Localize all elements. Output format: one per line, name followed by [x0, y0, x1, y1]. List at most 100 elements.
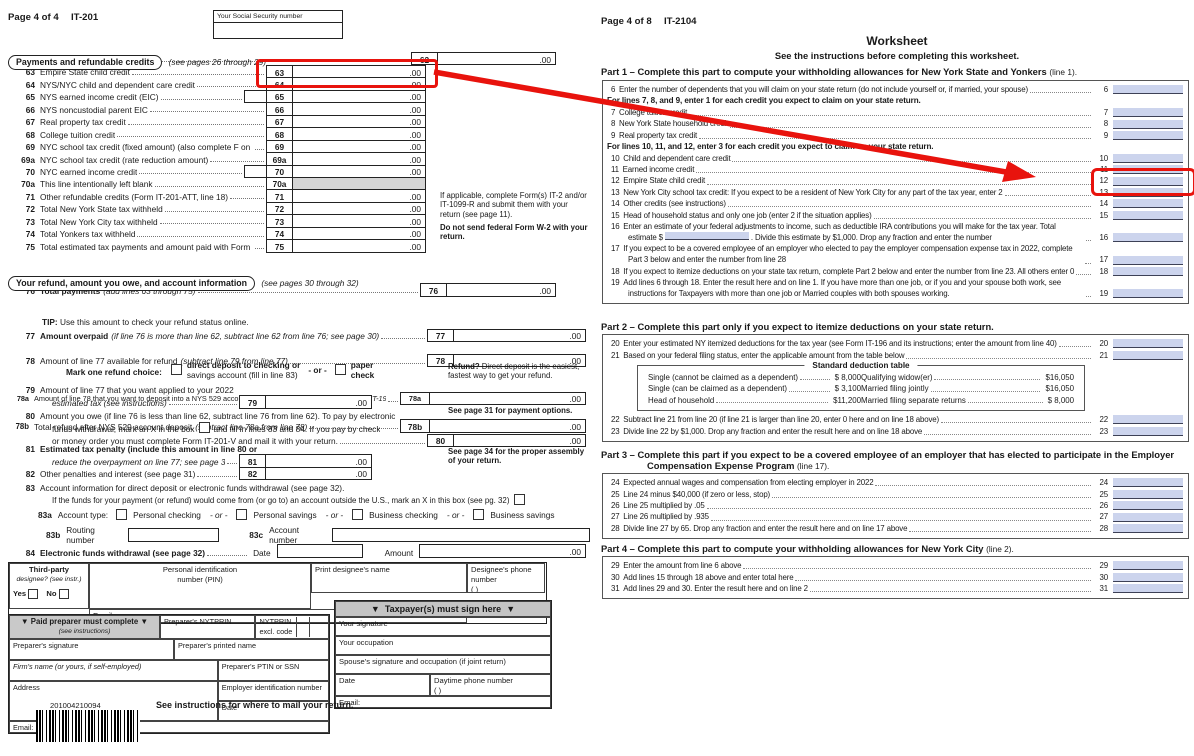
ws-line-19-entry-field[interactable] [1113, 289, 1183, 299]
ws-line-6-entry-field[interactable] [1113, 85, 1183, 95]
ws-line-10-entry-field[interactable] [1113, 153, 1183, 163]
paper-check-checkbox[interactable] [334, 364, 346, 375]
account-type-business-savings-checkbox[interactable] [473, 509, 485, 520]
direct-deposit-checkbox[interactable] [170, 364, 182, 375]
ws-line-8-row: 8 New York State household credit 8 [611, 118, 1183, 129]
ws-line-18-entry-field[interactable] [1113, 266, 1183, 276]
electronic-withdrawal-checkbox[interactable] [198, 421, 210, 433]
taxpayer-date-cell[interactable]: Date [335, 674, 430, 696]
line-66-amount-box[interactable]: .00 [293, 102, 426, 116]
ws-line-21-row: 21 Based on your federal filing status, … [611, 349, 1183, 360]
ws-line-25-entry-field[interactable] [1113, 489, 1183, 499]
nytprin-excl-cell[interactable]: NYTPRIN excl. code [255, 615, 329, 639]
routing-number-box[interactable] [128, 528, 220, 542]
line-68-amount-box[interactable]: .00 [293, 127, 426, 141]
dotted-leader [772, 496, 1091, 498]
line-73-amount-box[interactable]: .00 [293, 214, 426, 228]
account-number-box[interactable] [332, 528, 590, 542]
line-76-amount-box[interactable]: .00 [447, 283, 556, 297]
your-signature-cell[interactable]: Your signature [335, 617, 551, 636]
ws-line-17-entry-field[interactable] [1113, 255, 1183, 265]
withdrawal-amount-box[interactable]: .00 [419, 544, 586, 558]
dotted-leader [127, 123, 264, 125]
firm-name-cell[interactable]: Firm's name (or yours, if self-employed) [9, 660, 218, 681]
ws-line-22-entry-field[interactable] [1113, 415, 1183, 425]
daytime-phone-cell[interactable]: Daytime phone number ( ) [430, 674, 551, 696]
ws-line-27-entry-field[interactable] [1113, 512, 1183, 522]
line-77-amount-box[interactable]: .00 [454, 328, 586, 343]
line-65-sub-box[interactable] [244, 89, 266, 104]
ws-line-26-entry-field[interactable] [1113, 501, 1183, 511]
ptin-cell[interactable]: Preparer's PTIN or SSN [217, 660, 329, 681]
line-70-sub-box[interactable] [244, 164, 266, 178]
ws-line-15-entry-field[interactable] [1113, 210, 1183, 220]
line-74-amount-box[interactable]: .00 [293, 226, 426, 241]
line-65-amount-box[interactable]: .00 [293, 89, 426, 104]
line-69-amount-box[interactable]: .00 [293, 139, 426, 154]
spouse-signature-cell[interactable]: Spouse's signature and occupation (if jo… [335, 655, 551, 674]
line-79-amount-box[interactable]: .00 [266, 395, 372, 409]
line-78a-label: Amount of line 78 that you want to depos… [34, 394, 240, 404]
ws-line-21-entry-field[interactable] [1113, 350, 1183, 360]
designee-name-cell[interactable]: Print designee's name [311, 563, 467, 593]
ssn-box[interactable]: Your Social Security number [213, 10, 343, 39]
line-number: 63 [25, 67, 35, 78]
ws-line-24-entry-field[interactable] [1113, 478, 1183, 488]
preparer-printed-name-cell[interactable]: Preparer's printed name [173, 639, 329, 660]
ws-line-14-entry-field[interactable] [1113, 199, 1183, 209]
your-occupation-cell[interactable]: Your occupation [335, 636, 551, 655]
preparer-nytprin-cell[interactable]: Preparer's NYTPRIN [160, 615, 256, 639]
ws-line-8-entry-field[interactable] [1113, 119, 1183, 129]
ws-line-13-entry-field[interactable] [1113, 187, 1183, 197]
deduction-amount: $ 8,000 [1047, 395, 1074, 405]
line-62-amount-box[interactable]: .00 [438, 52, 556, 66]
withdrawal-date-box[interactable] [276, 544, 363, 558]
ws-line-29-entry-field[interactable] [1113, 561, 1183, 571]
account-type-business-checking-checkbox[interactable] [352, 509, 364, 520]
line-82-amount-box[interactable]: .00 [266, 466, 372, 481]
ws-line-9-entry-field[interactable] [1113, 130, 1183, 140]
ws-line-number: 29 [1099, 561, 1109, 571]
ws-line-31-entry-field[interactable] [1113, 584, 1183, 594]
line-72-amount-box[interactable]: .00 [293, 201, 426, 216]
preparer-signature-cell[interactable]: Preparer's signature [9, 639, 174, 660]
line-70a-amount-box[interactable] [293, 176, 426, 191]
preparer-email-cell[interactable]: Email: [9, 721, 329, 733]
account-type-personal-savings-checkbox[interactable] [236, 509, 248, 520]
line-78a-amount-box[interactable]: .00 [430, 391, 587, 406]
line-67-amount-box[interactable]: .00 [293, 114, 426, 129]
ws-line-28-entry-field[interactable] [1113, 523, 1183, 533]
ws-line-23-entry-field[interactable] [1113, 426, 1183, 436]
designee-phone-cell[interactable]: Designee's phone number ( ) [467, 563, 545, 593]
ein-cell[interactable]: Employer identification number [217, 681, 329, 701]
excl-code-box-1[interactable] [296, 617, 309, 637]
account-type-personal-checking-checkbox[interactable] [116, 509, 128, 520]
credit-lines-block: 63 Empire State child credit 63.00 64 NYS/NY… [8, 65, 426, 253]
your-signature-label: Your signature [339, 619, 388, 628]
line-78b-amount-box[interactable]: .00 [430, 419, 586, 433]
ws-line-12-entry-field[interactable] [1113, 176, 1183, 186]
line-81-amount-box[interactable]: .00 [266, 454, 372, 468]
ws-line-30-label: 30 Add lines 15 through 18 above and ent… [611, 572, 794, 582]
excl-code-box-2[interactable] [309, 617, 322, 637]
designee-yes-checkbox[interactable] [28, 589, 39, 599]
line-80-amount-box[interactable]: .00 [454, 433, 586, 448]
ws-line-16-entry-field[interactable] [1113, 233, 1183, 243]
account-type-options: Personal checking - or - Personal savings -… [116, 509, 555, 520]
ws-line-20-entry-field[interactable] [1113, 339, 1183, 349]
it201-form-id: IT-201 [70, 12, 99, 23]
line-70-amount-box[interactable]: .00 [293, 164, 426, 178]
line-69a-amount-box[interactable]: .00 [293, 152, 426, 166]
ws-line-16-estimate-field[interactable] [664, 231, 749, 240]
taxpayer-email-cell[interactable]: Email: [335, 696, 551, 708]
line-75-amount-box[interactable]: .00 [293, 239, 426, 253]
ws-line-7-entry-field[interactable] [1113, 108, 1183, 118]
designee-pin-cell[interactable]: Personal identification number (PIN) [89, 563, 311, 609]
dotted-leader [743, 568, 1091, 570]
outside-us-checkbox[interactable] [514, 493, 526, 505]
preparer-date-cell[interactable]: Date [217, 701, 329, 721]
ws-line-30-entry-field[interactable] [1113, 572, 1183, 582]
designee-no-checkbox[interactable] [58, 589, 69, 599]
line-71-amount-box[interactable]: .00 [293, 189, 426, 203]
line-78-amount-box[interactable]: .00 [454, 353, 586, 368]
